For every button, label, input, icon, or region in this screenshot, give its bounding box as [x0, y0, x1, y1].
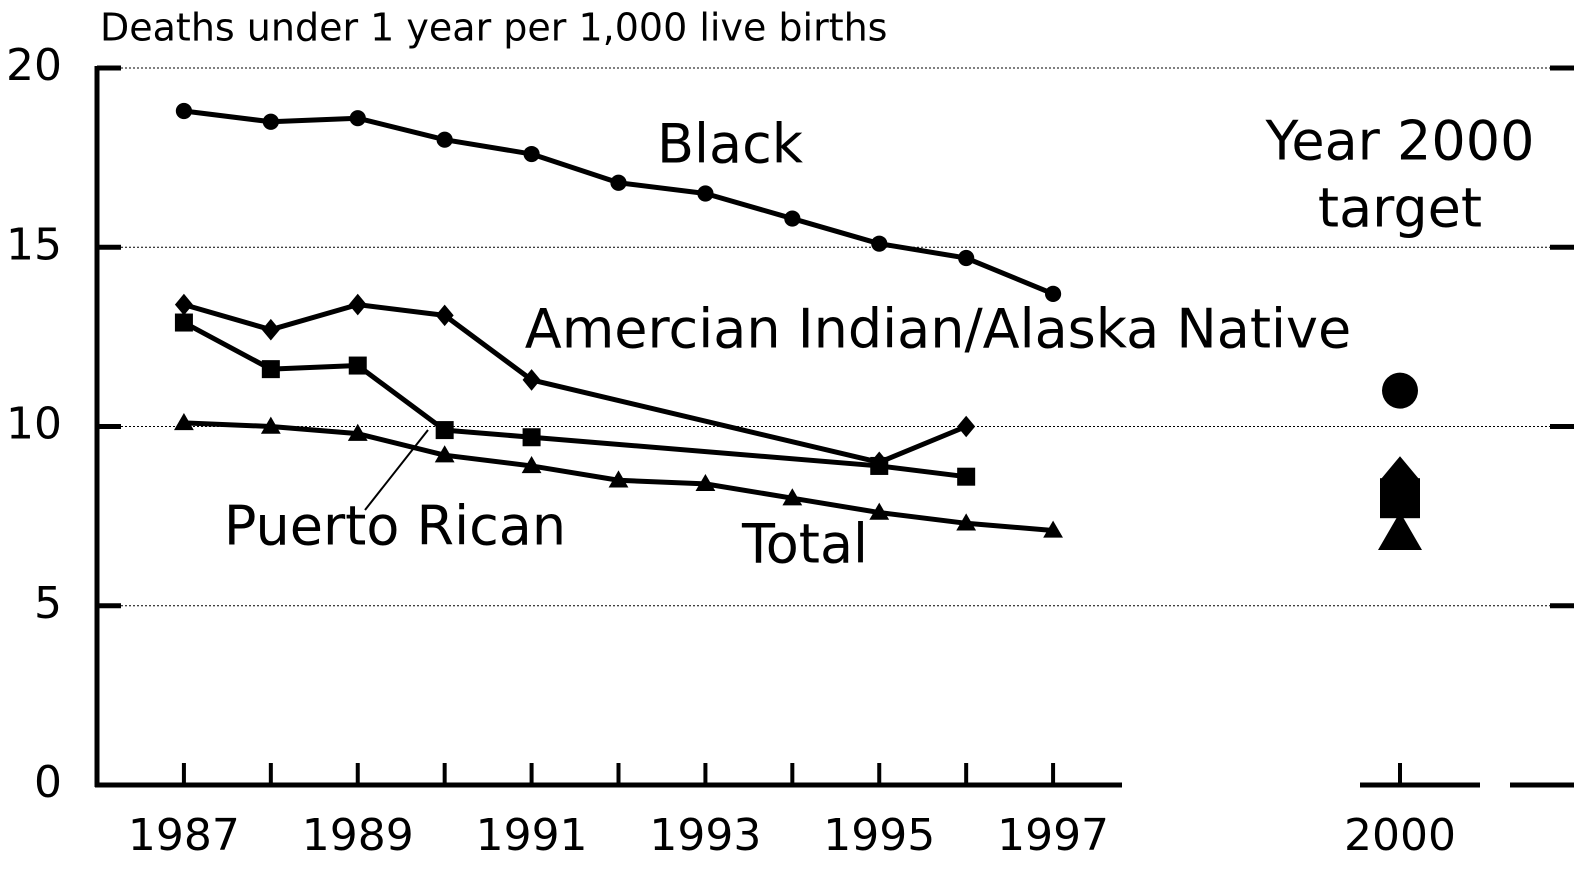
series-label: Total — [741, 513, 868, 576]
marker — [522, 369, 541, 391]
marker — [869, 502, 890, 520]
series-line — [183, 108, 1055, 297]
marker — [784, 210, 801, 227]
series-label: Amercian Indian/Alaska Native — [525, 298, 1351, 361]
marker — [697, 185, 714, 202]
marker — [782, 488, 803, 506]
marker — [871, 235, 888, 252]
marker — [434, 445, 455, 463]
marker — [260, 416, 281, 434]
marker — [958, 249, 975, 267]
marker — [522, 428, 541, 447]
marker — [174, 413, 194, 431]
marker — [1380, 478, 1420, 519]
leader-line — [364, 429, 429, 511]
marker — [1378, 512, 1422, 551]
target-title: Year 2000 — [1265, 110, 1535, 173]
y-tick-label: 20 — [6, 40, 62, 91]
y-tick-label: 0 — [34, 757, 62, 808]
y-tick-label: 5 — [34, 578, 62, 629]
marker — [261, 318, 280, 341]
marker — [523, 145, 540, 163]
marker — [608, 470, 629, 488]
marker — [348, 356, 367, 375]
marker — [347, 423, 368, 441]
marker — [521, 456, 542, 474]
marker — [349, 110, 366, 127]
marker — [435, 304, 454, 327]
marker — [262, 113, 279, 130]
marker — [175, 102, 193, 120]
x-tick-label: 1991 — [476, 810, 588, 861]
x-tick-label: 1989 — [302, 810, 414, 861]
x-tick-label: 2000 — [1344, 810, 1456, 861]
y-tick-label: 10 — [6, 399, 62, 450]
marker — [610, 174, 627, 191]
marker — [957, 467, 976, 486]
marker — [1044, 285, 1062, 302]
series-label: Black — [657, 113, 804, 176]
marker — [1043, 520, 1063, 538]
marker — [1382, 372, 1418, 409]
marker — [956, 513, 977, 531]
marker — [695, 473, 716, 492]
marker — [957, 415, 976, 438]
x-tick-label: 1997 — [997, 810, 1109, 861]
y-tick-label: 15 — [6, 219, 62, 270]
marker — [348, 293, 367, 316]
marker — [174, 313, 193, 332]
marker — [261, 360, 280, 379]
marker — [436, 131, 453, 148]
marker — [870, 456, 889, 475]
x-tick-label: 1993 — [649, 810, 761, 861]
y-axis-label: Deaths under 1 year per 1,000 live birth… — [100, 6, 887, 50]
x-tick-label: 1995 — [823, 810, 935, 861]
marker — [435, 421, 454, 440]
target-title: target — [1318, 177, 1482, 240]
marker — [174, 293, 193, 316]
x-tick-label: 1987 — [128, 810, 240, 861]
series-label: Puerto Rican — [224, 495, 566, 558]
